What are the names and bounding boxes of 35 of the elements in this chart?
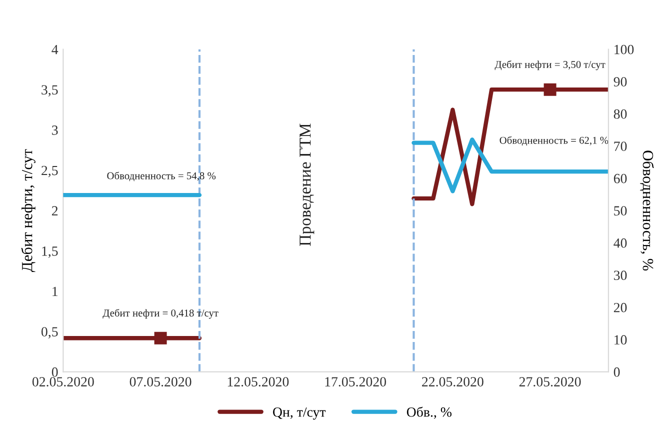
y2-tick-label: 50 [614,206,627,216]
y2-axis-title: Обводненность, % [640,150,654,271]
y-axis-title: Дебит нефти, т/сут [21,149,36,272]
y2-tick-label: 70 [614,142,627,152]
annotation: Дебит нефти = 3,50 т/сут [494,60,606,70]
y2-tick-label: 90 [614,77,627,86]
legend-label: Qн, т/сут [273,407,326,420]
y-tick-label: 0 [52,367,58,377]
annotation: Обводненность = 54,8 % [107,172,216,182]
y2-tick-label: 30 [614,270,627,280]
x-tick-label: 07.05.2020 [130,377,192,387]
y-tick-label: 3,5 [42,85,58,97]
legend-label: Обв., % [406,406,452,419]
x-tick-label: 27.05.2020 [519,377,581,387]
y2-tick-label: 80 [614,109,627,119]
annotation: Проведение ГТМ [300,124,314,246]
y-tick-label: 0,5 [41,327,58,338]
x-tick-label: 17.05.2020 [325,377,386,387]
y-tick-label: 1 [52,286,58,296]
y-tick-label: 4 [52,44,58,54]
y2-tick-label: 40 [614,238,627,248]
y2-tick-label: 10 [614,335,627,345]
annotation: Дебит нефти = 0,418 т/сут [102,308,218,319]
y2-tick-label: 60 [614,174,627,184]
y-tick-label: 2,5 [42,166,58,178]
annotation: Обводненность = 62,1 % [500,136,608,146]
y-tick-label: 3 [52,126,58,135]
x-tick-label: 12.05.2020 [228,377,289,387]
x-tick-label: 02.05.2020 [32,377,94,387]
y2-tick-label: 20 [614,302,627,312]
y-tick-label: 1,5 [42,246,58,258]
x-tick-label: 22.05.2020 [422,377,484,387]
y-tick-label: 2 [52,206,58,216]
y2-tick-label: 100 [614,44,634,54]
y2-tick-label: 0 [614,367,620,377]
